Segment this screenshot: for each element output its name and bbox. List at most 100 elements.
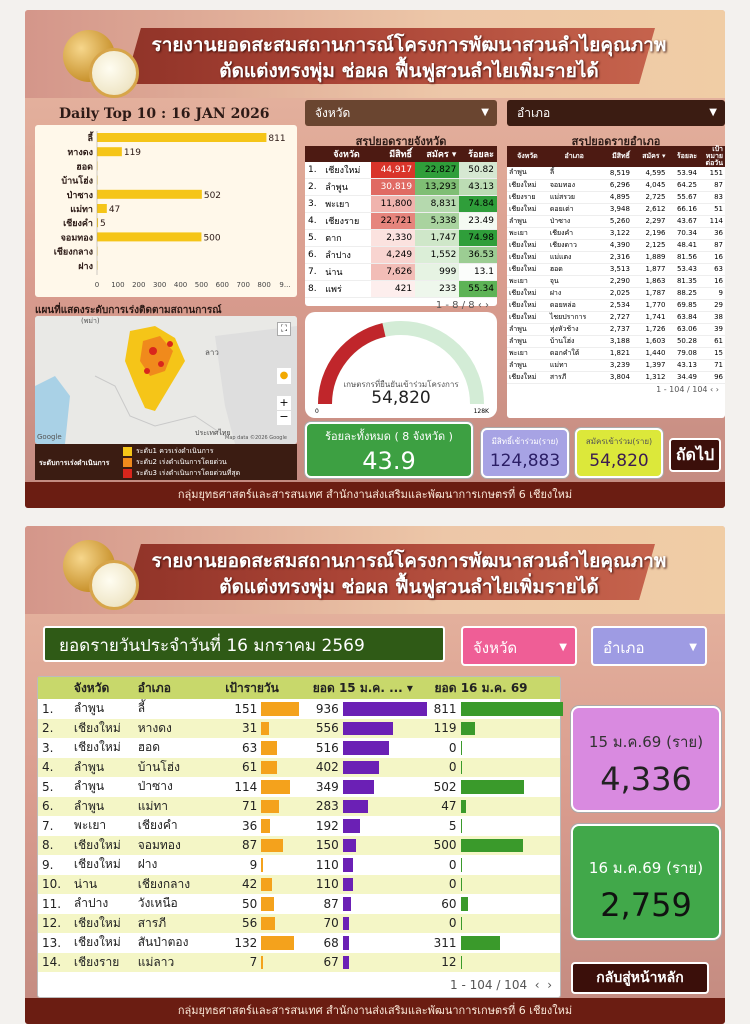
province-dropdown[interactable]: จังหวัด ▼ (305, 100, 497, 126)
province-pager[interactable]: 1 - 8 / 8 ‹ › (435, 300, 489, 311)
pegman-icon[interactable]: ● (277, 368, 291, 384)
table-row[interactable]: 1. ลำพูน ลี้ 151 936 811 (38, 699, 563, 719)
table-row[interactable]: เชียงใหม่ ไชยปราการ 2,727 1,741 63.84 38 (507, 311, 725, 324)
table-row[interactable]: เชียงใหม่ จอมทอง 6,296 4,045 64.25 87 (507, 179, 725, 192)
column-header[interactable]: สมัคร ▾ (631, 146, 668, 167)
cell-value: 87 (323, 896, 339, 911)
gauge-value: 54,820 (371, 388, 431, 408)
cell-value: 47 (441, 799, 457, 814)
fullscreen-icon[interactable]: ⛶ (277, 322, 291, 336)
table-row[interactable]: พะเยา เชียงคำ 3,122 2,196 70.34 36 (507, 227, 725, 240)
table-row[interactable]: 6. ลำปาง 4,249 1,552 36.53 (305, 246, 497, 264)
back-to-main-button[interactable]: กลับสู่หน้าหลัก (571, 962, 709, 994)
dashboard-page-1: รายงานยอดสะสมสถานการณ์โครงการพัฒนาสวนลำไ… (25, 10, 725, 508)
prev-page-icon[interactable]: ‹ (710, 384, 714, 394)
table-row[interactable]: 13. เชียงใหม่ สันป่าตอง 132 68 311 (38, 933, 560, 953)
table-row[interactable]: เชียงใหม่ เชียงดาว 4,390 2,125 48.41 87 (507, 239, 725, 252)
column-header[interactable]: อำเภอ (547, 146, 601, 167)
table-row[interactable]: ลำพูน บ้านโฮ่ง 3,188 1,603 50.28 61 (507, 335, 725, 348)
next-page-icon[interactable]: › (485, 300, 489, 311)
next-button[interactable]: ถัดไป (669, 438, 721, 472)
table-row[interactable]: ลำพูน แม่ทา 3,239 1,397 43.13 71 (507, 359, 725, 372)
table-row[interactable]: 12. เชียงใหม่ สารภี 56 70 0 (38, 913, 560, 933)
value-bar (261, 877, 272, 891)
bar (97, 204, 107, 213)
table-row[interactable]: เชียงใหม่ ดอยเต่า 3,948 2,612 66.16 51 (507, 203, 725, 216)
cell-value: 42 (241, 877, 258, 892)
table-row[interactable]: 11. ลำปาง วังเหนือ 50 87 60 (38, 894, 560, 914)
next-page-icon[interactable]: › (715, 384, 719, 394)
column-header[interactable]: เป้าหมายต่อวัน (699, 146, 725, 167)
table-row[interactable]: 5. ลำพูน ป่าซาง 114 349 502 (38, 777, 560, 797)
next-page-icon[interactable]: › (547, 978, 552, 992)
table-row[interactable]: ลำพูน ลี้ 8,519 4,595 53.94 151 (507, 167, 725, 180)
table-row[interactable]: 4. เชียงราย 22,721 5,338 23.49 (305, 212, 497, 230)
district-dropdown[interactable]: อำเภอ ▼ (591, 626, 707, 666)
table-row[interactable]: 10. น่าน เชียงกลาง 42 110 0 (38, 874, 560, 894)
footer-credit: กลุ่มยุทธศาสตร์และสารสนเทศ สำนักงานส่งเส… (25, 482, 725, 508)
value-bar (261, 721, 270, 735)
daily-top10-title: Daily Top 10 : 16 JAN 2026 (59, 106, 270, 122)
daily-pager[interactable]: 1 - 104 / 104 ‹ › (450, 978, 552, 992)
map-panel[interactable]: (พม่า) ลาว ประเทศไทย Google Map data ©20… (35, 316, 297, 444)
value-bar (342, 702, 427, 716)
table-row[interactable]: 5. ตาก 2,330 1,747 74.98 (305, 229, 497, 247)
table-row[interactable]: เชียงใหม่ ฝาง 2,025 1,787 88.25 9 (507, 287, 725, 300)
table-row[interactable]: 3. เชียงใหม่ ฮอด 63 516 0 (38, 738, 560, 758)
table-row[interactable]: พะเยา ดอกคำใต้ 1,821 1,440 79.08 15 (507, 347, 725, 360)
column-header[interactable]: มีสิทธิ์ (370, 146, 416, 162)
column-header[interactable]: จังหวัด (322, 146, 371, 162)
zoom-in-button[interactable]: + (277, 396, 291, 410)
province-dropdown[interactable]: จังหวัด ▼ (461, 626, 577, 666)
prev-page-icon[interactable]: ‹ (534, 978, 540, 992)
table-row[interactable]: เชียงใหม่ แม่แตง 2,316 1,889 81.56 16 (507, 251, 725, 264)
column-header[interactable]: เป้ารายวัน (221, 677, 309, 699)
table-row[interactable]: เชียงใหม่ ดอยหล่อ 2,534 1,770 69.85 29 (507, 299, 725, 312)
column-header[interactable]: อำเภอ (133, 677, 222, 699)
table-row[interactable]: 2. เชียงใหม่ หางดง 31 556 119 (38, 718, 560, 738)
category-label: แม่ทา (70, 204, 93, 215)
column-header[interactable]: จังหวัด (69, 677, 134, 699)
column-header[interactable]: ยอด 15 ม.ค. ... ▾ (308, 677, 431, 699)
column-header[interactable]: สมัคร ▾ (415, 146, 460, 162)
prev-page-icon[interactable]: ‹ (477, 300, 482, 311)
column-header[interactable]: ร้อยละ (667, 146, 699, 167)
district-pager[interactable]: 1 - 104 / 104 ‹ › (656, 384, 719, 394)
table-row[interactable]: 9. เชียงใหม่ ฝาง 9 110 0 (38, 855, 560, 875)
cell-value: 9 (249, 857, 258, 872)
table-row[interactable]: 7. พะเยา เชียงคำ 36 192 5 (38, 816, 560, 836)
table-row[interactable]: 1. เชียงใหม่ 44,917 22,827 50.82 (305, 162, 497, 179)
table-row[interactable]: 8. แพร่ 421 233 55.34 (305, 280, 497, 298)
cell-value: 68 (323, 935, 339, 950)
column-header[interactable]: มีสิทธิ์ (600, 146, 632, 167)
map-label-pama: (พม่า) (81, 317, 100, 325)
table-row[interactable]: 2. ลำพูน 30,819 13,293 43.13 (305, 178, 497, 196)
table-row[interactable]: 7. น่าน 7,626 999 13.1 (305, 263, 497, 281)
table-row[interactable]: เชียงใหม่ ฮอด 3,513 1,877 53.43 63 (507, 263, 725, 276)
column-header[interactable]: จังหวัด (507, 146, 548, 167)
table-row[interactable]: 3. พะเยา 11,800 8,831 74.84 (305, 195, 497, 213)
table-row[interactable]: พะเยา จุน 2,290 1,863 81.35 16 (507, 275, 725, 288)
table-row[interactable]: 6. ลำพูน แม่ทา 71 283 47 (38, 796, 560, 816)
column-header[interactable]: ร้อยละ (459, 146, 497, 162)
value-bar (460, 760, 462, 774)
table-row[interactable]: เชียงราย แม่สรวย 4,895 2,725 55.67 83 (507, 191, 725, 204)
value-bar (460, 799, 467, 813)
table-row[interactable]: ลำพูน ทุ่งหัวช้าง 2,737 1,726 63.06 39 (507, 323, 725, 336)
table-row[interactable]: 14. เชียงราย แม่ลาว 7 67 12 (38, 952, 560, 972)
x-tick-label: 400 (174, 281, 187, 289)
value-bar (342, 760, 379, 774)
cell-value: 192 (315, 818, 339, 833)
cell-value: 402 (315, 760, 339, 775)
cell-value: 36 (241, 818, 258, 833)
table-row[interactable]: 4. ลำพูน บ้านโฮ่ง 61 402 0 (38, 757, 560, 777)
cell-value: 12 (441, 955, 457, 970)
bar (97, 147, 122, 157)
column-header[interactable]: ยอด 16 ม.ค. 69 (430, 677, 560, 699)
table-row[interactable]: 8. เชียงใหม่ จอมทอง 87 150 500 (38, 835, 560, 855)
table-row[interactable]: ลำพูน ป่าซาง 5,260 2,297 43.67 114 (507, 215, 725, 228)
table-row[interactable]: เชียงใหม่ สารภี 3,804 1,312 34.49 96 (507, 371, 725, 384)
zoom-out-button[interactable]: − (277, 411, 291, 425)
district-dropdown[interactable]: อำเภอ ▼ (507, 100, 725, 126)
value-bar (261, 916, 276, 930)
